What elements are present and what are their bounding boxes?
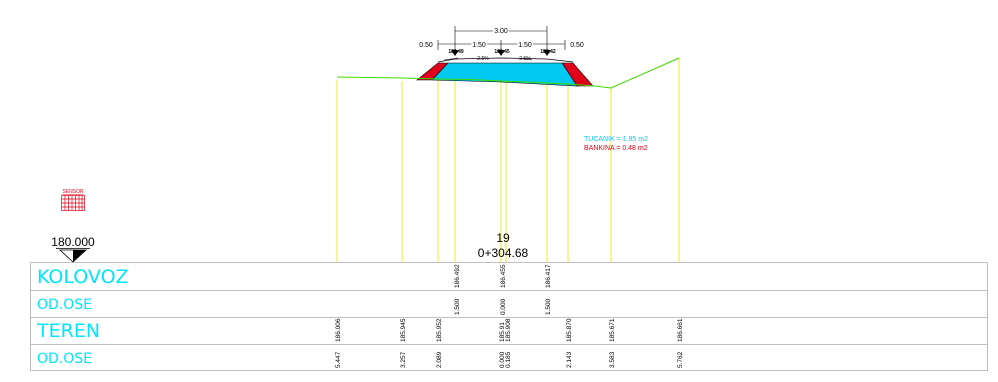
row-label-kolovoz: KOLOVOZ xyxy=(37,266,129,288)
slope-right: 2.5% xyxy=(519,56,531,62)
kolovoz-values: 186.492 186.455 186.417 xyxy=(454,264,552,288)
teren-value: 185.952 xyxy=(436,318,443,342)
sensor-symbol: SENSOR xyxy=(62,189,85,211)
dim-total-width: 3.00 xyxy=(494,28,508,35)
teren-offset-values: 5.447 3.257 2.089 0.000 0.185 2.143 3.58… xyxy=(335,351,684,368)
road-surface xyxy=(438,58,573,62)
station-label: 19 0+304.68 xyxy=(478,231,529,260)
teren-offset: 2.143 xyxy=(566,351,573,368)
teren-offset: 3.583 xyxy=(609,351,616,368)
teren-offset: 2.089 xyxy=(436,351,443,368)
dim-left-lane: 1.50 xyxy=(472,42,486,49)
kolovoz-value: 186.492 xyxy=(454,264,461,288)
tucanik-layer xyxy=(432,63,577,86)
kolovoz-offset-values: 1.500 0.000 1.500 xyxy=(454,298,552,315)
teren-offset: 0.185 xyxy=(505,351,512,368)
dim-left-shoulder: 0.50 xyxy=(419,42,433,49)
teren-value: 185.671 xyxy=(609,318,616,342)
dim-right-lane: 1.50 xyxy=(518,42,532,49)
teren-offset: 3.257 xyxy=(400,351,407,368)
area-tucanik: TUCANIK = 1.95 m2 xyxy=(584,136,648,143)
kolovoz-offset: 0.000 xyxy=(500,298,507,315)
kolovoz-offset: 1.500 xyxy=(545,298,552,315)
kolovoz-value: 186.455 xyxy=(500,264,507,288)
datum-reference: 180.000 xyxy=(51,235,95,262)
station-chainage: 0+304.68 xyxy=(478,246,529,260)
datum-value: 180.000 xyxy=(51,235,95,249)
elevation-center: 186.45 xyxy=(494,49,510,55)
teren-value: 186.006 xyxy=(335,318,342,342)
table-row-labels: KOLOVOZ OD.OSE TEREN OD.OSE xyxy=(36,266,129,367)
sensor-grid-icon xyxy=(62,196,85,211)
dim-right-shoulder: 0.50 xyxy=(570,42,584,49)
elevation-right: 186.42 xyxy=(540,49,556,55)
row-label-od-ose-teren: OD.OSE xyxy=(37,351,92,367)
teren-offset: 5.447 xyxy=(335,351,342,368)
kolovoz-offset: 1.500 xyxy=(454,298,461,315)
teren-values: 186.006 185.945 185.952 185.91 185.908 1… xyxy=(335,318,684,342)
slope-left: 2.5% xyxy=(477,56,489,62)
area-legend: TUCANIK = 1.95 m2 BANKINA = 0.48 m2 xyxy=(584,136,648,152)
row-label-teren: TEREN xyxy=(36,320,100,342)
teren-value: 186.661 xyxy=(677,318,684,342)
sensor-label: SENSOR xyxy=(62,189,84,195)
teren-value: 185.945 xyxy=(400,318,407,342)
row-label-od-ose-kolovoz: OD.OSE xyxy=(37,297,92,313)
area-bankina: BANKINA = 0.48 m2 xyxy=(584,145,648,152)
teren-value: 185.908 xyxy=(505,318,512,342)
teren-value: 185.870 xyxy=(566,318,573,342)
dimension-labels: 3.00 0.50 1.50 1.50 0.50 2.5% 2.5% 186.4… xyxy=(419,28,584,62)
kolovoz-value: 186.417 xyxy=(545,264,552,288)
road-body xyxy=(417,58,593,86)
teren-offset: 5.762 xyxy=(677,351,684,368)
station-number: 19 xyxy=(496,231,510,245)
elevation-left: 186.49 xyxy=(448,49,464,55)
